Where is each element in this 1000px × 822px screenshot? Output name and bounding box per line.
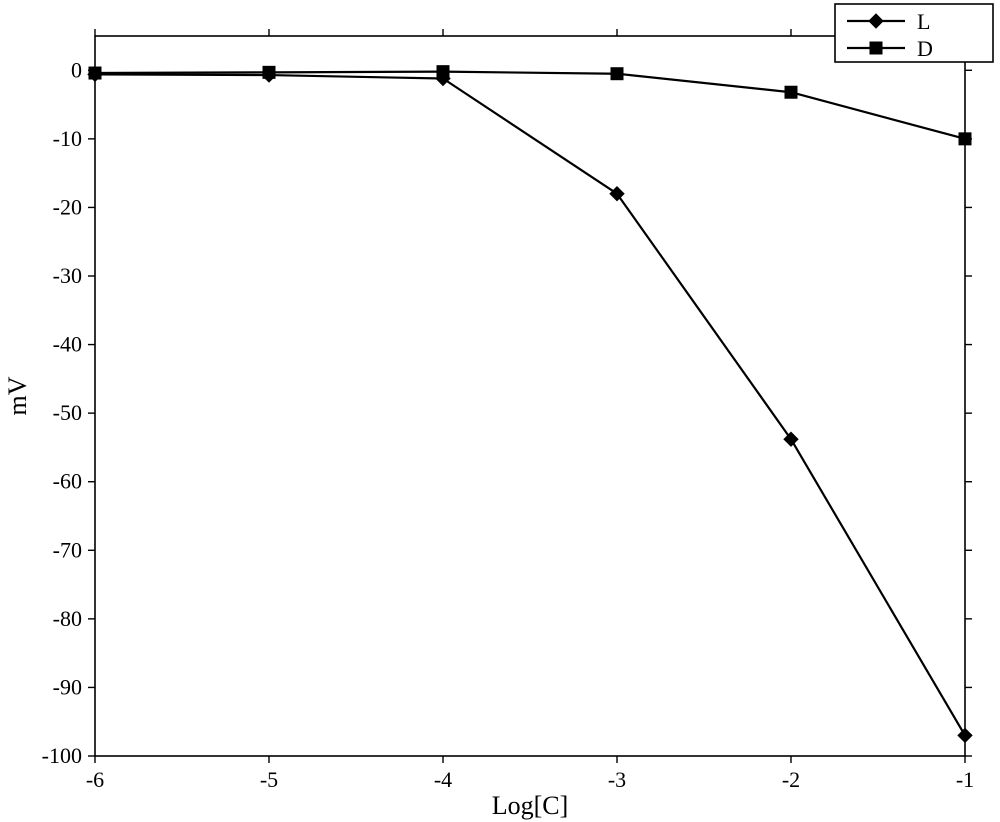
legend-label: L	[917, 9, 930, 34]
square-marker	[959, 133, 971, 145]
y-tick-label: -30	[53, 263, 82, 288]
x-tick-label: -4	[434, 767, 452, 792]
square-marker	[263, 66, 275, 78]
x-tick-label: -1	[956, 767, 974, 792]
x-axis-label: Log[C]	[492, 791, 569, 820]
x-tick-label: -6	[86, 767, 104, 792]
y-tick-label: -10	[53, 126, 82, 151]
x-tick-label: -5	[260, 767, 278, 792]
square-marker	[437, 66, 449, 78]
y-tick-label: -40	[53, 332, 82, 357]
legend-box	[835, 4, 993, 62]
y-tick-label: 0	[71, 57, 82, 82]
x-tick-label: -3	[608, 767, 626, 792]
chart-container: -6-5-4-3-2-1-100-90-80-70-60-50-40-30-20…	[0, 0, 1000, 822]
y-tick-label: -90	[53, 674, 82, 699]
square-marker	[785, 86, 797, 98]
square-marker	[89, 67, 101, 79]
y-tick-label: -50	[53, 400, 82, 425]
square-marker	[870, 42, 882, 54]
legend-label: D	[917, 36, 933, 61]
y-axis-label: mV	[3, 376, 32, 415]
y-tick-label: -20	[53, 194, 82, 219]
y-tick-label: -100	[42, 743, 82, 768]
y-tick-label: -80	[53, 606, 82, 631]
y-tick-label: -60	[53, 469, 82, 494]
y-tick-label: -70	[53, 537, 82, 562]
line-chart: -6-5-4-3-2-1-100-90-80-70-60-50-40-30-20…	[0, 0, 1000, 822]
x-tick-label: -2	[782, 767, 800, 792]
square-marker	[611, 68, 623, 80]
